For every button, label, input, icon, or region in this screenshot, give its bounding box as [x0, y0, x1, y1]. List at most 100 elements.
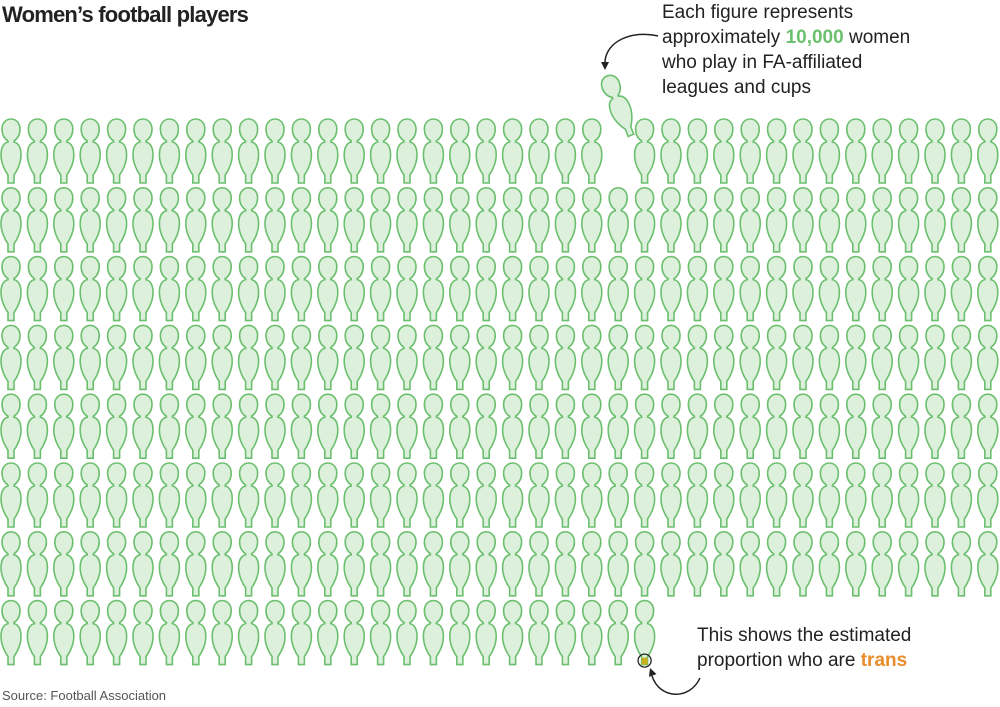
player-figure: [105, 599, 128, 666]
player-figure: [158, 187, 181, 253]
player-figure: [343, 187, 366, 253]
player-figure: [343, 255, 366, 322]
player-figure: [580, 599, 603, 666]
player-figure: [396, 530, 418, 597]
player-figure: [0, 118, 22, 184]
player-figure: [211, 393, 233, 460]
player-figure: [369, 530, 392, 597]
player-figure: [792, 324, 814, 391]
player-figure: [369, 462, 392, 528]
player-figure: [976, 187, 999, 253]
player-figure: [633, 462, 656, 528]
chart-title: Women’s football players: [2, 2, 249, 27]
player-figure: [976, 255, 999, 322]
player-figure: [660, 462, 682, 528]
player-figure: [976, 118, 999, 184]
player-figure: [712, 255, 735, 322]
player-figure: [211, 255, 233, 322]
player-figure: [52, 187, 75, 253]
player-figure: [554, 187, 577, 253]
player-figure: [290, 255, 313, 322]
player-figure: [818, 187, 841, 253]
player-figure: [0, 393, 22, 460]
player-figure: [765, 255, 788, 322]
player-figure: [528, 599, 550, 666]
player-figure: [316, 324, 339, 391]
player-figure: [739, 530, 762, 597]
player-figure: [950, 118, 973, 184]
player-figure: [924, 118, 946, 184]
player-figure: [369, 393, 392, 460]
player-figure: [422, 462, 445, 528]
player-figure: [26, 599, 49, 666]
player-figure: [211, 530, 233, 597]
player-figure: [660, 324, 682, 391]
player-figure: [580, 118, 603, 184]
player-figure: [528, 530, 550, 597]
player-figure: [844, 393, 867, 460]
player-figure: [554, 599, 577, 666]
player-figure: [633, 393, 656, 460]
legend-arrow: [604, 33, 659, 63]
player-figure: [79, 118, 101, 184]
player-figure: [501, 599, 524, 666]
player-figure: [528, 462, 550, 528]
player-figure: [369, 187, 392, 253]
player-figure: [26, 324, 49, 391]
trans-highlight-circle: [637, 653, 652, 668]
player-figure: [211, 118, 233, 184]
player-figure: [686, 187, 709, 253]
player-figure: [660, 530, 682, 597]
player-figure: [185, 324, 207, 391]
player-figure: [316, 462, 339, 528]
player-figure: [633, 530, 656, 597]
player-figure: [396, 187, 418, 253]
player-figure: [79, 187, 101, 253]
player-figure: [105, 324, 128, 391]
player-figure: [448, 255, 471, 322]
player-figure: [739, 187, 762, 253]
player-figure: [475, 255, 498, 322]
player-figure: [264, 599, 286, 666]
player-figure: [501, 187, 524, 253]
annotation-line: leagues and cups: [662, 77, 811, 98]
player-figure: [105, 462, 128, 528]
player-figure: [580, 530, 603, 597]
player-figure: [316, 187, 339, 253]
player-figure: [52, 599, 75, 666]
player-figure: [290, 599, 313, 666]
player-figure: [237, 324, 260, 391]
player-figure: [211, 324, 233, 391]
player-figure: [528, 118, 550, 184]
player-figure: [158, 599, 181, 666]
unit-value: 10,000: [785, 27, 844, 48]
example-figure: [600, 74, 635, 138]
player-figure: [633, 599, 656, 666]
player-figure: [950, 393, 973, 460]
player-figure: [554, 118, 577, 184]
annotation-line: Each figure represents: [662, 2, 854, 23]
player-figure: [580, 324, 603, 391]
player-figure: [844, 118, 867, 184]
player-figure: [185, 530, 207, 597]
player-figure: [343, 393, 366, 460]
player-figure: [211, 187, 233, 253]
player-figure: [501, 324, 524, 391]
player-figure: [818, 118, 841, 184]
player-figure: [105, 530, 128, 597]
player-figure: [528, 324, 550, 391]
player-figure: [290, 393, 313, 460]
player-figure: [448, 393, 471, 460]
player-figure: [26, 187, 49, 253]
player-figure: [237, 530, 260, 597]
player-figure: [871, 187, 894, 253]
player-figure: [448, 599, 471, 666]
player-figure: [132, 393, 154, 460]
player-figure: [264, 255, 286, 322]
player-figure: [105, 393, 128, 460]
player-figure: [633, 255, 656, 322]
player-figure: [475, 599, 498, 666]
player-figure: [712, 187, 735, 253]
player-figure: [237, 393, 260, 460]
player-figure: [950, 324, 973, 391]
